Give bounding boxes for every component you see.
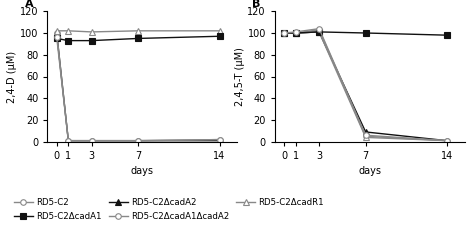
Text: B: B — [252, 0, 261, 9]
X-axis label: days: days — [358, 166, 381, 176]
Y-axis label: 2,4,5-T (μM): 2,4,5-T (μM) — [235, 47, 245, 106]
Y-axis label: 2,4-D (μM): 2,4-D (μM) — [7, 50, 17, 103]
Text: A: A — [25, 0, 33, 9]
Legend: RD5-C2, RD5-C2ΔcadA1, RD5-C2ΔcadA2, RD5-C2ΔcadA1ΔcadA2, RD5-C2ΔcadR1: RD5-C2, RD5-C2ΔcadA1, RD5-C2ΔcadA2, RD5-… — [14, 198, 324, 221]
X-axis label: days: days — [131, 166, 154, 176]
